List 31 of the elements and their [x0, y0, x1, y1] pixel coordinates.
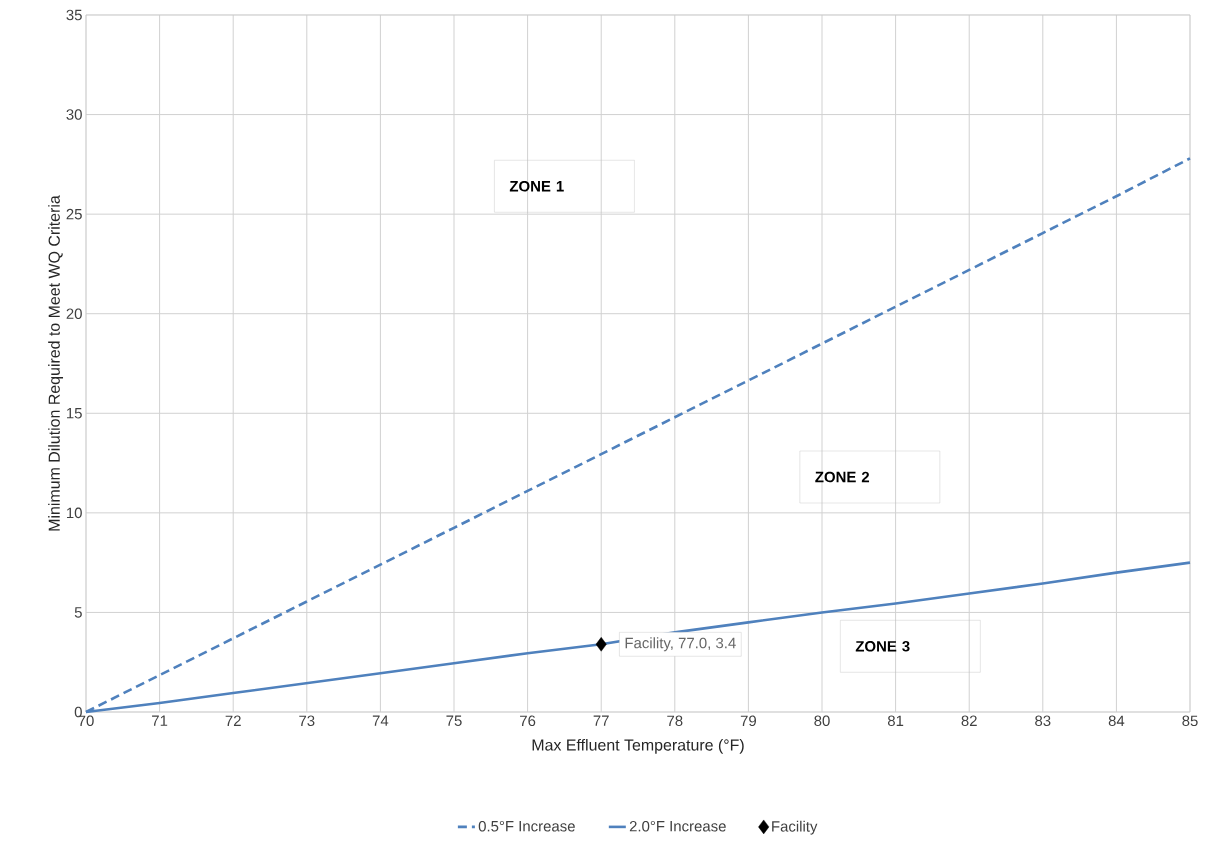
- annotation: ZONE 1: [509, 180, 564, 192]
- x-tick-label: 72: [225, 715, 241, 726]
- x-tick-label: 79: [740, 715, 756, 727]
- y-tick-label: 15: [67, 408, 82, 419]
- x-tick-label: 84: [1108, 715, 1125, 727]
- y-tick-label: 35: [66, 9, 82, 21]
- y-tick-label: 30: [66, 109, 82, 120]
- x-tick-label: 71: [152, 715, 168, 726]
- x-axis-title: Max Effluent Temperature (°F): [532, 738, 744, 754]
- y-tick-label: 5: [74, 607, 82, 618]
- x-tick-label: 73: [299, 715, 315, 727]
- annotation: ZONE 2: [815, 471, 870, 483]
- x-tick-label: 80: [814, 715, 830, 727]
- annotation: ZONE 3: [855, 640, 910, 652]
- x-tick-label: 78: [667, 715, 683, 727]
- x-tick-label: 77: [593, 715, 609, 726]
- y-tick-label: 20: [66, 308, 82, 319]
- y-axis-title: Minimum Dilution Required to Meet WQ Criteria: [48, 195, 64, 531]
- y-tick-label: 10: [67, 507, 82, 519]
- x-tick-label: 83: [1035, 715, 1051, 727]
- data-label: Facility, 77.0, 3.4: [625, 637, 736, 652]
- x-tick-label: 75: [446, 715, 462, 726]
- legend-label: 2.0°F Increase: [629, 820, 726, 832]
- x-tick-label: 76: [520, 715, 536, 727]
- y-tick-label: 25: [66, 208, 82, 220]
- x-tick-label: 82: [961, 715, 977, 727]
- legend-label: Facility: [772, 820, 818, 835]
- legend-label: 0.5°F Increase: [478, 820, 575, 832]
- x-tick-label: 74: [372, 715, 389, 726]
- x-tick-label: 81: [887, 715, 904, 727]
- x-tick-label: 85: [1182, 715, 1198, 727]
